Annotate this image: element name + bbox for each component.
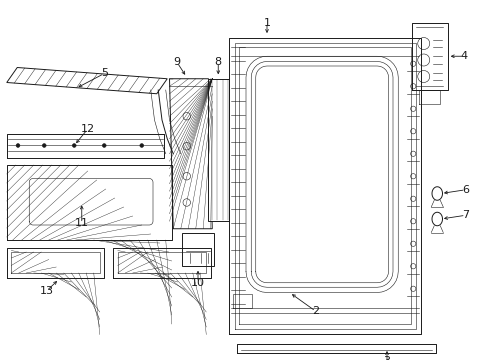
Polygon shape: [207, 79, 228, 221]
Polygon shape: [182, 233, 213, 266]
Circle shape: [72, 144, 76, 147]
Circle shape: [102, 144, 106, 147]
Text: 8: 8: [214, 57, 222, 67]
Text: 10: 10: [191, 278, 204, 288]
Polygon shape: [169, 79, 212, 229]
Text: 1: 1: [263, 18, 270, 27]
Text: 7: 7: [461, 210, 468, 220]
Circle shape: [42, 144, 46, 147]
Text: 5: 5: [101, 68, 107, 78]
Text: 4: 4: [460, 51, 467, 61]
Text: 3: 3: [383, 356, 390, 360]
Text: 13: 13: [40, 286, 53, 296]
Circle shape: [16, 144, 20, 147]
Text: 6: 6: [461, 185, 468, 195]
Polygon shape: [7, 68, 167, 94]
Text: 9: 9: [173, 57, 180, 67]
Text: 12: 12: [81, 124, 95, 134]
Text: 2: 2: [311, 306, 319, 316]
Text: 11: 11: [75, 219, 88, 229]
Circle shape: [140, 144, 143, 147]
